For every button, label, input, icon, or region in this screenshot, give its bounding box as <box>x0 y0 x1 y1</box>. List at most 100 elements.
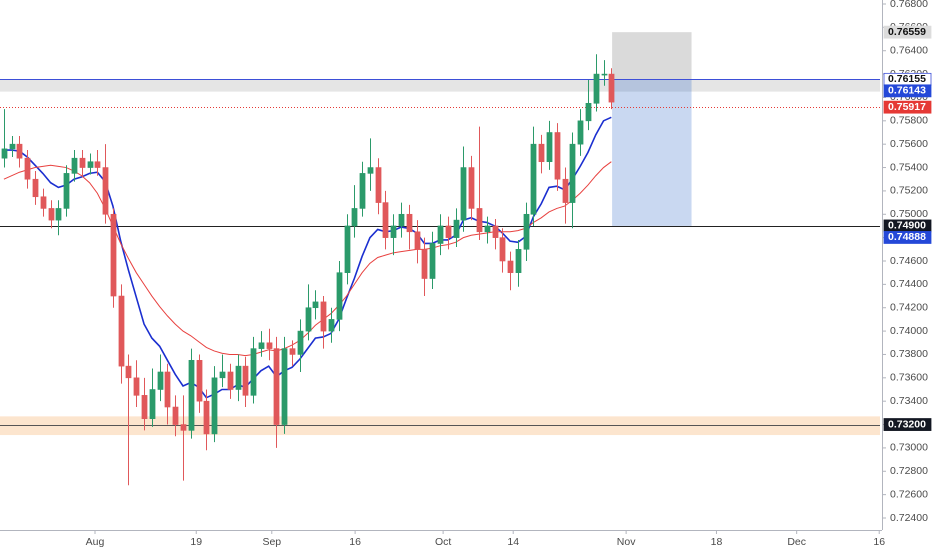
candle-body <box>32 178 39 198</box>
y-tick-label: 0.76800 <box>890 0 928 10</box>
candle-body <box>577 120 584 145</box>
candle-body <box>149 389 156 420</box>
candle-body <box>484 225 491 233</box>
price-tag-label: 0.74888 <box>888 231 926 243</box>
y-tick-label: 0.75000 <box>890 208 928 220</box>
price-tag-box <box>883 418 932 431</box>
price-tag: 0.75917 <box>883 100 932 114</box>
candle-body <box>344 225 351 273</box>
price-tag: 0.73200 <box>883 418 932 431</box>
candle-body <box>437 225 444 244</box>
candle-body <box>453 219 460 238</box>
x-tick-label: 18 <box>711 536 723 548</box>
candle-body <box>118 295 125 367</box>
price-tag-label: 0.76559 <box>888 26 926 38</box>
y-tick-label: 0.72600 <box>890 488 928 500</box>
candle-body <box>468 167 475 209</box>
candle-body <box>164 371 171 408</box>
candle-body <box>9 143 16 150</box>
candle-body <box>94 161 101 168</box>
y-tick-label: 0.73600 <box>890 372 928 384</box>
y-tick-label: 0.74400 <box>890 278 928 290</box>
candle-body <box>515 249 522 273</box>
position-stop-zone <box>612 32 692 80</box>
candle-body <box>87 161 94 168</box>
candle-body <box>562 178 569 203</box>
y-tick-label: 0.72400 <box>890 512 928 524</box>
y-tick-label: 0.72800 <box>890 465 928 477</box>
price-tag-box <box>883 231 932 244</box>
candle-body <box>359 173 366 209</box>
candle-body <box>40 196 47 209</box>
candle-body <box>336 272 343 320</box>
price-tag-label: 0.73200 <box>888 418 926 430</box>
candle-body <box>211 377 218 435</box>
price-tag-box <box>883 84 932 98</box>
candle-body <box>55 208 62 221</box>
candle-body <box>328 319 335 332</box>
x-tick-label: Sep <box>262 536 281 548</box>
candle-body <box>523 213 530 250</box>
candle-body <box>429 243 436 279</box>
candle-body <box>289 348 296 355</box>
candle-body <box>312 301 319 309</box>
zone <box>0 79 880 92</box>
y-tick-label: 0.73000 <box>890 442 928 454</box>
candle-body <box>63 173 70 209</box>
price-tag-label: 0.74900 <box>888 220 926 232</box>
candle-body <box>297 330 304 355</box>
candle-body <box>421 249 428 279</box>
y-tick-label: 0.75400 <box>890 161 928 173</box>
candle-body <box>102 167 109 215</box>
price-tag-label: 0.76143 <box>888 85 926 97</box>
candle-body <box>305 307 312 332</box>
price-tag-label: 0.76155 <box>888 73 926 85</box>
candle-body <box>48 208 55 221</box>
candle-body <box>71 157 78 174</box>
candle-body <box>375 167 382 203</box>
candle-body <box>1 148 8 159</box>
candle-body <box>530 143 537 215</box>
y-tick-label: 0.75200 <box>890 185 928 197</box>
x-tick-label: 16 <box>873 536 885 548</box>
candle-body <box>460 167 467 221</box>
candle-body <box>273 348 280 425</box>
candle-body <box>499 237 506 262</box>
price-tag-box <box>883 100 932 114</box>
candle-body <box>172 406 179 425</box>
candle-body <box>593 73 600 104</box>
candle-body <box>242 365 249 396</box>
candle-body <box>476 208 483 233</box>
candle-body <box>351 208 358 227</box>
candle-body <box>367 167 374 174</box>
price-tag: 0.76155 <box>883 72 932 86</box>
candle-body <box>16 143 23 159</box>
price-tag: 0.76143 <box>883 84 932 98</box>
candle-body <box>546 132 553 163</box>
candle-body <box>188 359 195 431</box>
x-tick-label: Oct <box>435 536 451 548</box>
candle-body <box>507 260 514 273</box>
x-tick-label: 14 <box>507 536 519 548</box>
candle-body <box>554 132 561 180</box>
candle-body <box>227 371 234 390</box>
candle-body <box>601 73 608 76</box>
candle-body <box>281 348 288 425</box>
candle-body <box>110 213 117 297</box>
candle-body <box>125 365 132 379</box>
position-target-zone <box>612 79 692 226</box>
y-tick-label: 0.74600 <box>890 255 928 267</box>
x-tick-label: 16 <box>349 536 361 548</box>
price-tag: 0.76559 <box>883 25 932 39</box>
y-tick-label: 0.73400 <box>890 395 928 407</box>
price-tag: 0.74900 <box>883 219 932 233</box>
candle-body <box>24 157 31 180</box>
candle-body <box>266 342 273 349</box>
candle-body <box>406 213 413 233</box>
y-tick-label: 0.73800 <box>890 348 928 360</box>
candle-body <box>180 424 187 431</box>
candle-body <box>382 202 389 238</box>
candle-body <box>398 213 405 227</box>
